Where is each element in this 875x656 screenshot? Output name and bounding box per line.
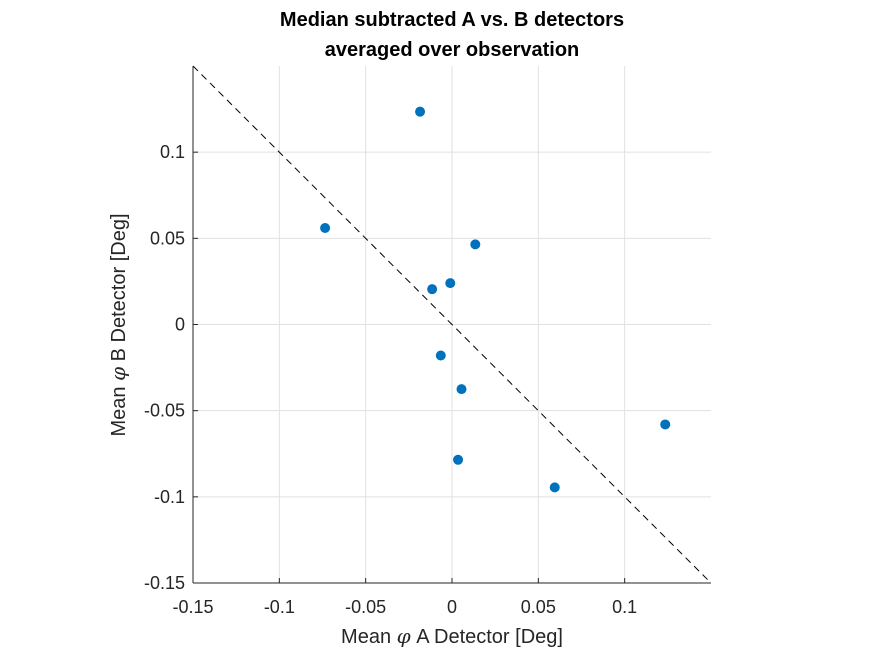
axes <box>192 66 711 584</box>
y-tick-labels: -0.15 -0.1 -0.05 0 0.05 0.1 <box>144 142 185 593</box>
y-axis-label: Mean φ B Detector [Deg] <box>106 213 130 436</box>
y-tick-label: -0.1 <box>154 487 185 507</box>
x-tick-label: -0.1 <box>264 597 295 617</box>
data-point <box>456 384 467 395</box>
y-axis-label-symbol: φ <box>106 367 130 381</box>
data-point <box>445 278 456 289</box>
reference-line <box>192 65 712 584</box>
x-axis-label-prefix: Mean <box>341 626 397 648</box>
data-point <box>549 482 560 493</box>
x-tick-label: 0.05 <box>521 597 556 617</box>
x-axis-label-suffix: A Detector [Deg] <box>411 626 563 648</box>
data-point <box>415 106 426 117</box>
x-tick-label: -0.05 <box>345 597 386 617</box>
data-point <box>427 284 438 295</box>
chart-title-line-2: averaged over observation <box>325 39 580 61</box>
data-point <box>660 419 671 430</box>
data-points <box>320 106 671 493</box>
y-axis-label-prefix: Mean <box>108 381 130 437</box>
data-point <box>435 350 446 361</box>
y-axis-label-suffix: B Detector [Deg] <box>108 213 130 366</box>
data-point <box>320 222 331 233</box>
chart-title-line-1: Median subtracted A vs. B detectors <box>280 9 624 31</box>
y-tick-label: -0.15 <box>144 573 185 593</box>
x-tick-label: 0.1 <box>612 597 637 617</box>
x-tick-labels: -0.15 -0.1 -0.05 0 0.05 0.1 <box>172 597 637 617</box>
data-point <box>453 454 464 465</box>
data-point <box>470 239 481 250</box>
y-tick-label: 0 <box>175 315 185 335</box>
y-tick-label: 0.05 <box>150 228 185 248</box>
grid <box>193 66 711 583</box>
x-axis-label: Mean φ A Detector [Deg] <box>341 624 563 648</box>
y-tick-label: -0.05 <box>144 401 185 421</box>
x-tick-label: 0 <box>447 597 457 617</box>
y-tick-label: 0.1 <box>160 142 185 162</box>
x-tick-label: -0.15 <box>172 597 213 617</box>
x-axis-label-symbol: φ <box>397 624 411 648</box>
